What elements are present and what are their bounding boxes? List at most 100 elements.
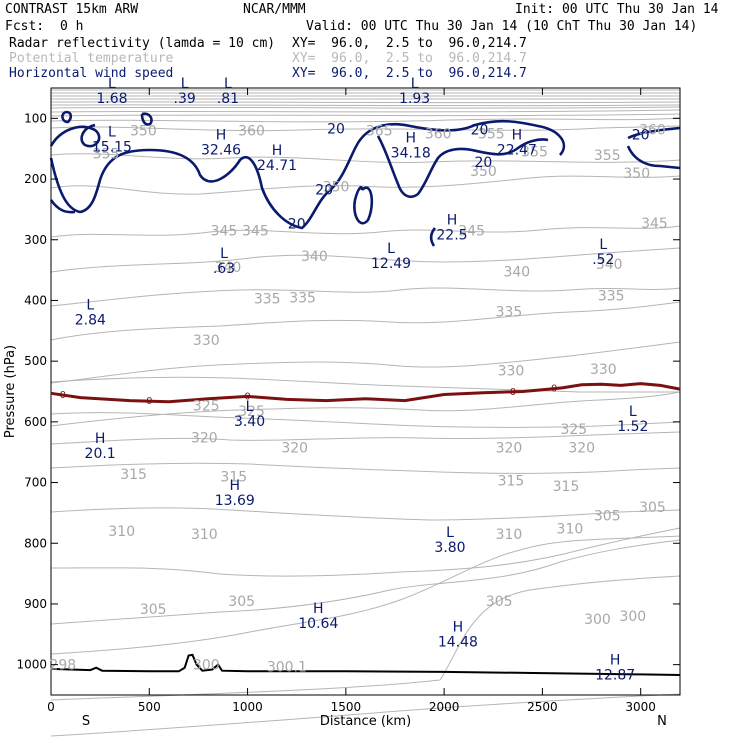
theta-label: 320 [496,440,523,456]
theta-label: 345 [458,224,485,240]
wind-label: 20 [315,182,333,198]
theta-label: 345 [211,224,238,240]
extremum-marker: H [216,128,227,144]
field-theta-name: Potential temperature [9,51,174,66]
theta-label: 360 [425,127,452,143]
model-title: CONTRAST 15km ARW [5,2,139,17]
theta-label: 345 [242,224,269,240]
field-reflectivity-xy: XY= 96.0, 2.5 to 96.0,214.7 [292,36,527,51]
theta-label: 360 [238,123,265,139]
theta-label: 340 [301,249,328,265]
wind-label: 20 [288,216,306,232]
theta-label: 300.1 [267,659,307,675]
theta-label: 350 [323,179,350,195]
extremum-value: 12.87 [595,668,635,684]
wind-speed-contours [49,110,681,247]
extremum-value: .63 [213,261,235,277]
theta-label: 335 [289,290,316,306]
extremum-value: .52 [592,252,614,268]
theta-label: 305 [140,602,167,618]
reflectivity-zero-tag: 0 [510,387,516,398]
theta-label: 350 [623,166,650,182]
x-tick-label: 2000 [429,700,460,714]
extremum-marker: H [453,619,464,635]
extremum-marker: L [108,76,116,92]
theta-label: 330 [590,362,617,378]
forecast-label: Fcst: [5,19,45,34]
theta-label: 300 [619,609,646,625]
theta-label: 305 [228,594,255,610]
extremum-value: 14.48 [438,634,478,650]
extremum-marker: H [447,213,458,229]
theta-label: 310 [108,524,135,540]
surface-pressure-line [50,653,681,676]
theta-label: 340 [596,257,623,273]
x-tick-label: 1000 [232,700,263,714]
theta-label: 320 [568,440,595,456]
theta-label: 298 [49,658,76,674]
organization-label: NCAR/MMM [243,2,306,17]
theta-contours [50,89,681,737]
extremum-marker: H [512,128,523,144]
init-time: Init: 00 UTC Thu 30 Jan 14 [515,2,719,17]
extremum-marker: L [108,125,116,141]
extremum-value: 1.52 [617,419,648,435]
reflectivity-zero-line [50,382,681,404]
chart-frame [50,87,681,696]
wind-label: 20 [327,122,345,138]
theta-label: 300 [193,658,220,674]
theta-label: 315 [498,474,525,490]
extremum-value: 10.64 [298,616,338,632]
reflectivity-zero-tag: 0 [551,384,557,395]
x-tick-label: 0 [47,700,55,714]
theta-label: 355 [594,148,621,164]
y-tick-label: 200 [24,172,47,186]
extremum-value: 1.68 [96,91,127,107]
theta-label: 310 [557,522,584,538]
theta-label: 310 [496,527,523,543]
extremum-marker: L [411,76,419,92]
extremum-marker: L [224,76,232,92]
theta-label: 320 [281,440,308,456]
theta-label: 305 [486,594,513,610]
reflectivity-contour: 0 0 0 0 0 [50,382,681,407]
x-tick-label: 2500 [527,700,558,714]
y-tick-label: 300 [24,233,47,247]
wind-label: 20 [471,122,489,138]
extremum-value: 2.84 [75,313,106,329]
wind-label: 20 [632,128,650,144]
theta-label: 355 [93,147,120,163]
y-tick-label: 600 [24,415,47,429]
extremum-value: 22.5 [436,228,467,244]
extremum-value: 24.71 [257,158,297,174]
reflectivity-zero-tag: 0 [60,390,66,401]
theta-label: 355 [521,145,548,161]
extremum-value: 3.40 [234,414,265,430]
extremum-value: 32.46 [201,143,241,159]
y-tick-label: 400 [24,293,47,307]
extremum-value: 1.93 [399,91,430,107]
extremum-value: 3.80 [434,540,465,556]
theta-label: 340 [503,264,530,280]
theta-label: 310 [191,527,218,543]
theta-label: 340 [215,260,242,276]
field-theta-xy: XY= 96.0, 2.5 to 96.0,214.7 [292,51,527,66]
theta-label: 325 [238,404,265,420]
field-reflectivity-name: Radar reflectivity (lamda = 10 cm) [9,36,276,51]
extremum-marker: L [599,237,607,253]
extremum-value: 20.1 [85,446,116,462]
theta-label: 355 [478,127,505,143]
x-tick-label: 3000 [625,700,656,714]
extremum-marker: H [313,601,324,617]
x-tick-label: 500 [138,700,161,714]
x-end-label-left: S [82,714,90,729]
surface-line [50,653,681,676]
theta-label: 330 [193,333,220,349]
theta-label: 305 [594,508,621,524]
extremum-value: .39 [174,91,196,107]
theta-label: 335 [254,292,281,308]
theta-label: 335 [496,304,523,320]
